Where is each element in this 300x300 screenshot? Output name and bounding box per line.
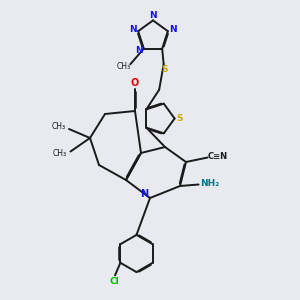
Text: O: O [130,77,139,88]
Text: S: S [161,65,168,74]
Text: CH₃: CH₃ [117,62,131,71]
Text: N: N [169,25,177,34]
Text: N: N [140,189,149,200]
Text: C≡N: C≡N [207,152,227,161]
Text: N: N [135,46,142,55]
Text: N: N [129,25,137,34]
Text: Cl: Cl [109,277,119,286]
Text: CH₃: CH₃ [53,149,67,158]
Text: NH₂: NH₂ [200,179,220,188]
Text: S: S [176,114,183,123]
Text: N: N [149,11,157,20]
Text: CH₃: CH₃ [51,122,66,131]
